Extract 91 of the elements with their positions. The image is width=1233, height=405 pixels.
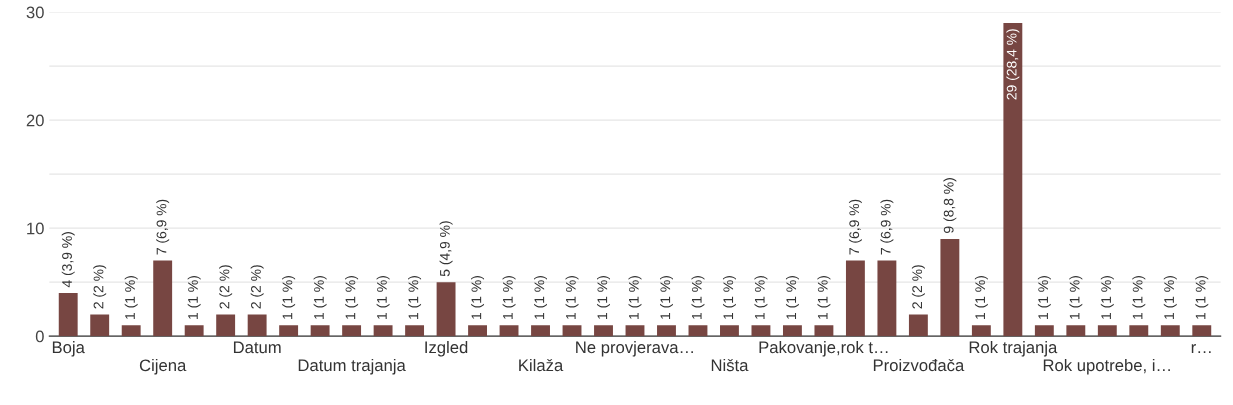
bar bbox=[688, 325, 708, 337]
bar bbox=[594, 325, 613, 337]
bar bbox=[908, 314, 928, 337]
bar bbox=[940, 238, 960, 337]
bar bbox=[1160, 325, 1180, 337]
bar bbox=[216, 314, 236, 337]
x-tick-label: Kilaža bbox=[519, 358, 564, 372]
data-label: 9 (8,8 %) bbox=[943, 178, 957, 233]
bar bbox=[751, 325, 771, 337]
x-tick-label: Izgled bbox=[425, 341, 468, 357]
data-label: 1 (1 %) bbox=[1195, 276, 1209, 319]
data-label: 1 (1 %) bbox=[785, 276, 799, 319]
bar bbox=[121, 325, 141, 337]
y-tick-label: 30 bbox=[26, 6, 44, 19]
bar bbox=[247, 314, 267, 337]
data-label: 1 (1 %) bbox=[1037, 276, 1051, 319]
bar bbox=[657, 325, 676, 337]
x-tick-label: Datum bbox=[233, 341, 281, 354]
bar bbox=[814, 325, 834, 337]
x-tick-label: Ne provjerava… bbox=[576, 341, 693, 357]
bar bbox=[971, 325, 991, 337]
bar bbox=[468, 325, 487, 337]
data-label: 1 (1 %) bbox=[628, 276, 642, 319]
data-label: 1 (1 %) bbox=[565, 276, 579, 319]
data-label: 1 (1 %) bbox=[282, 276, 296, 319]
bar bbox=[720, 325, 739, 337]
bar bbox=[499, 325, 519, 337]
data-label: 2 (2 %) bbox=[911, 265, 925, 309]
bar bbox=[1129, 325, 1149, 337]
x-tick-label: Rok upotrebe, i… bbox=[1043, 358, 1170, 375]
data-label: 1 (1 %) bbox=[722, 276, 736, 319]
data-label: 1 (1 %) bbox=[408, 276, 422, 319]
data-label: 1 (1 %) bbox=[502, 276, 516, 319]
bar bbox=[625, 325, 645, 337]
data-label: 7 (6,9 %) bbox=[156, 199, 170, 255]
bar bbox=[1066, 325, 1086, 337]
data-label: 1 (1 %) bbox=[187, 276, 201, 319]
bar bbox=[562, 325, 582, 337]
data-label: 1 (1 %) bbox=[345, 276, 359, 319]
bar bbox=[90, 314, 110, 337]
data-label: 1 (1 %) bbox=[534, 276, 547, 319]
bar bbox=[845, 260, 865, 337]
data-label: 1 (1 %) bbox=[1163, 276, 1177, 319]
y-tick-label: 10 bbox=[27, 222, 44, 235]
data-label: 1 (1 %) bbox=[313, 276, 327, 319]
bar bbox=[1192, 325, 1212, 337]
x-tick-label: Cijena bbox=[139, 358, 187, 375]
data-label: 1 (1 %) bbox=[471, 276, 485, 319]
data-label: 1 (1 %) bbox=[817, 276, 831, 319]
bar bbox=[1034, 325, 1054, 337]
y-tick-label: 20 bbox=[26, 114, 44, 127]
data-label: 29 (28,4 %) bbox=[1006, 29, 1020, 100]
data-label: 2 (2 %) bbox=[93, 265, 107, 309]
bar bbox=[782, 325, 802, 337]
data-label: 1 (1 %) bbox=[597, 276, 610, 319]
data-label: 1 (1 %) bbox=[124, 276, 138, 319]
data-label: 2 (2 %) bbox=[219, 265, 233, 309]
x-tick-label: Pakovanje,rok t… bbox=[759, 341, 888, 357]
bar bbox=[342, 325, 362, 337]
x-tick-label: Proizvođača bbox=[873, 358, 965, 372]
data-label: 1 (1 %) bbox=[691, 276, 705, 319]
bar bbox=[58, 292, 78, 337]
data-label: 1 (1 %) bbox=[660, 276, 673, 319]
data-label: 1 (1 %) bbox=[376, 276, 390, 319]
bar bbox=[405, 325, 425, 337]
x-tick-label: Boja bbox=[52, 341, 85, 357]
bar bbox=[153, 260, 173, 337]
x-tick-label: r… bbox=[1191, 344, 1211, 354]
data-label: 7 (6,9 %) bbox=[880, 199, 894, 255]
data-label: 1 (1 %) bbox=[1100, 276, 1114, 319]
x-tick-label: Rok trajanja bbox=[969, 341, 1058, 357]
data-label: 2 (2 %) bbox=[250, 265, 264, 309]
bar bbox=[877, 260, 897, 337]
bar bbox=[279, 325, 299, 337]
bar bbox=[310, 325, 330, 337]
data-label: 4 (3,9 %) bbox=[61, 232, 75, 288]
data-label: 7 (6,9 %) bbox=[848, 199, 862, 255]
bar bbox=[1003, 22, 1023, 337]
bar bbox=[373, 325, 393, 337]
bar bbox=[184, 325, 204, 337]
data-label: 5 (4,9 %) bbox=[439, 221, 453, 277]
data-label: 1 (1 %) bbox=[974, 276, 988, 319]
bar bbox=[436, 282, 456, 337]
y-tick-label: 0 bbox=[35, 330, 44, 343]
data-label: 1 (1 %) bbox=[1132, 276, 1146, 319]
data-label: 1 (1 %) bbox=[1069, 276, 1083, 319]
data-label: 1 (1 %) bbox=[754, 276, 768, 319]
bar bbox=[1097, 325, 1117, 337]
bar bbox=[531, 325, 550, 337]
x-tick-label: Ništa bbox=[711, 358, 749, 372]
x-tick-label: Datum trajanja bbox=[298, 358, 406, 375]
